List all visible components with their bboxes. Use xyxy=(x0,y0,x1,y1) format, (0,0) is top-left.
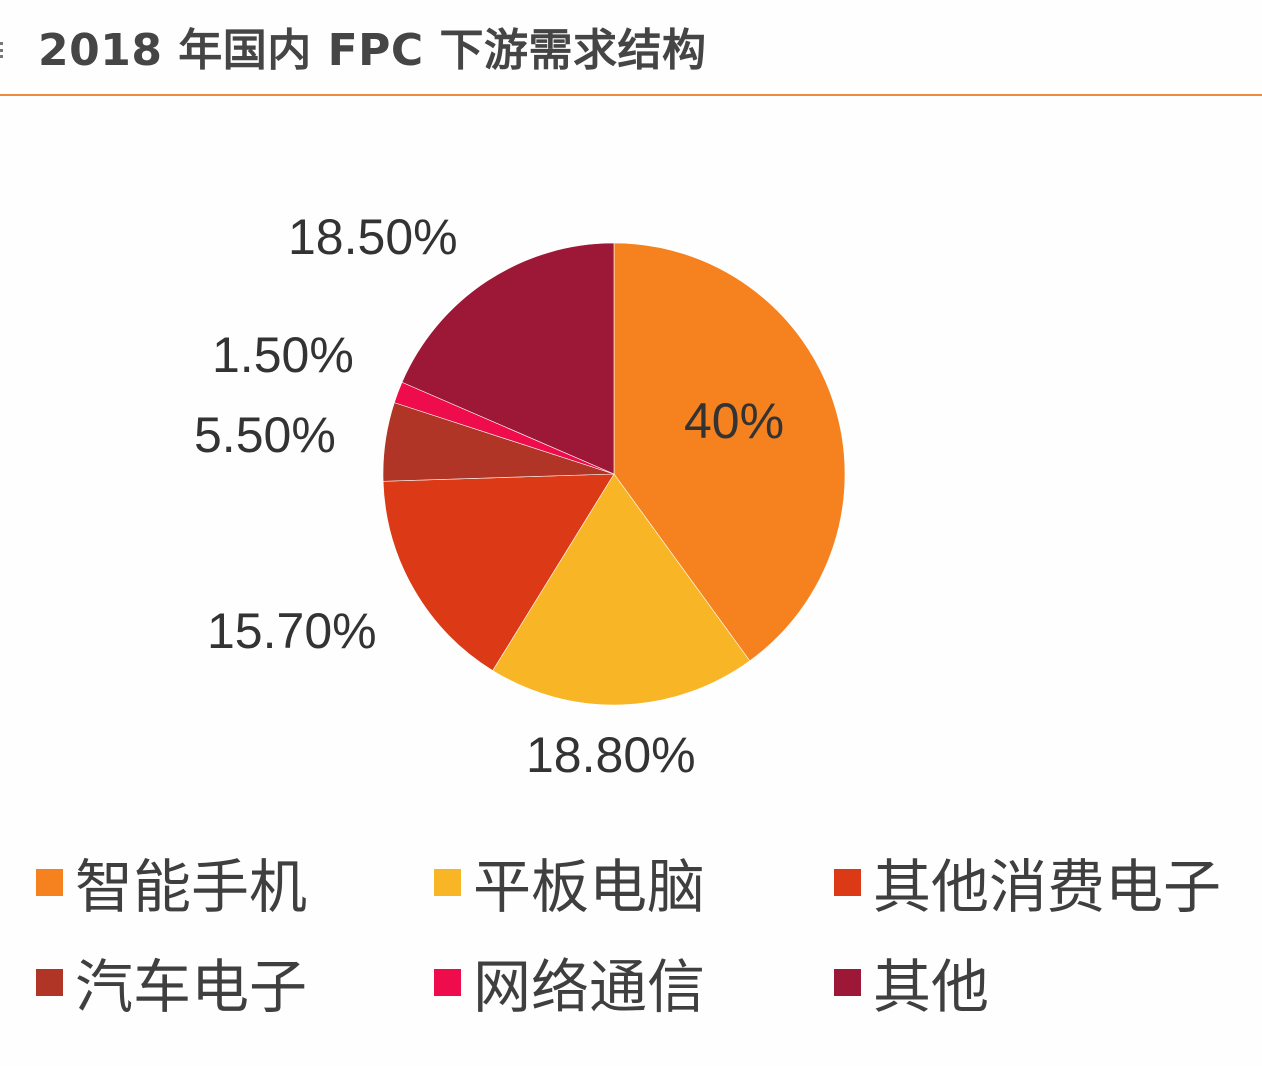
edge-marker xyxy=(0,42,7,58)
legend-swatch xyxy=(36,968,63,996)
legend-item-tablet: 平板电脑 xyxy=(434,840,705,924)
pie-slice-0 xyxy=(613,242,846,662)
legend-item-network: 网络通信 xyxy=(434,940,705,1024)
legend-item-other: 其他 xyxy=(834,940,989,1024)
slice-label-automotive: 5.50% xyxy=(194,407,336,463)
legend-swatch xyxy=(434,868,461,896)
slice-label-other: 18.50% xyxy=(288,209,458,265)
slice-label-tablet: 18.80% xyxy=(526,727,696,783)
legend-item-automotive: 汽车电子 xyxy=(36,940,307,1024)
slice-label-other-consumer: 15.70% xyxy=(207,603,377,659)
slice-label-smartphone: 40% xyxy=(684,393,785,449)
pie-slice-5 xyxy=(401,242,615,475)
pie-slice-1 xyxy=(492,473,751,706)
legend-swatch xyxy=(834,968,861,996)
legend-label: 其他 xyxy=(873,953,990,1021)
legend-item-smartphone: 智能手机 xyxy=(36,840,307,924)
legend-label: 汽车电子 xyxy=(75,953,308,1021)
legend-item-other-consumer: 其他消费电子 xyxy=(834,840,1221,924)
pie-chart xyxy=(382,242,846,706)
legend-swatch xyxy=(834,868,861,896)
title-divider xyxy=(0,94,1262,96)
pie-slice-2 xyxy=(382,473,615,671)
legend-swatch xyxy=(434,968,461,996)
chart-title: 2018 年国内 FPC 下游需求结构 xyxy=(38,25,707,76)
legend-label: 网络通信 xyxy=(473,953,706,1021)
slice-label-network: 1.50% xyxy=(212,327,354,383)
legend-swatch xyxy=(36,868,63,896)
legend-label: 其他消费电子 xyxy=(873,853,1222,921)
legend-label: 智能手机 xyxy=(75,853,308,921)
legend-label: 平板电脑 xyxy=(473,853,706,921)
